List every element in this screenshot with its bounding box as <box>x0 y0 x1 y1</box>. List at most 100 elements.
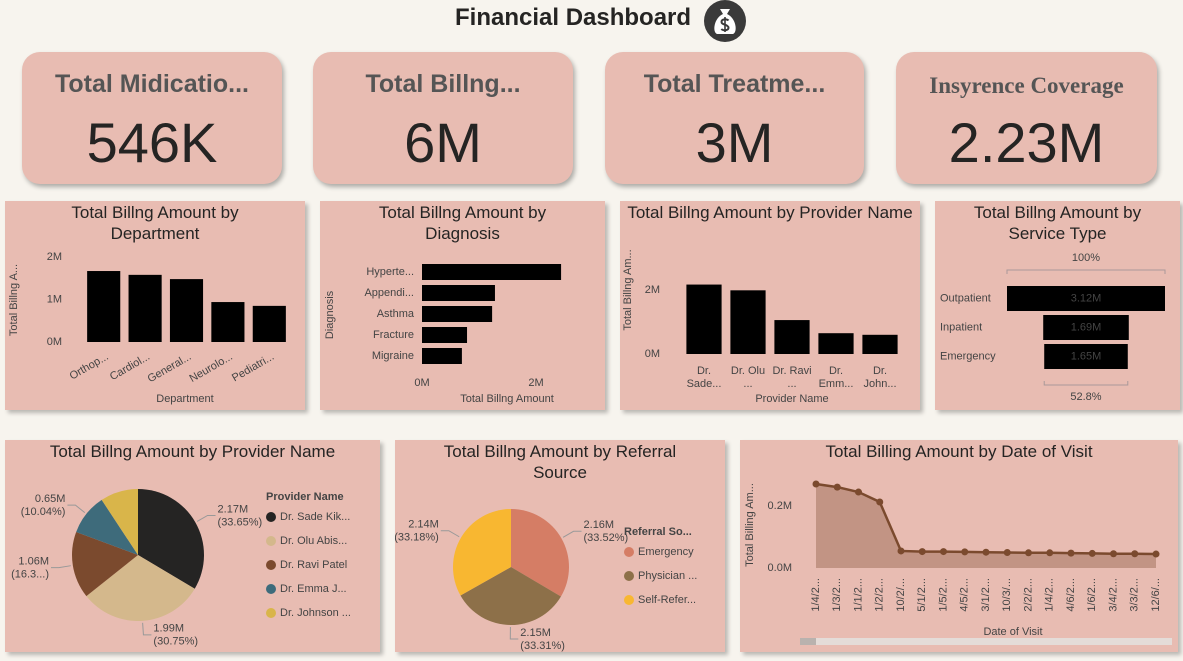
x-tick-label: 1/6/2... <box>1086 578 1098 612</box>
kpi-value: 6M <box>404 111 482 174</box>
bar <box>422 327 468 343</box>
value-label: 2.14M <box>408 519 439 531</box>
x-tick-label: 10/2/... <box>895 578 907 612</box>
chart-title: Total Billng Amount by Referral Source <box>443 442 677 482</box>
kpi-card: Total Treatme... 3M <box>605 52 864 184</box>
chart-title: Total Billng Amount by Diagnosis <box>378 203 547 243</box>
value-label: 2.17M <box>218 503 249 515</box>
chart-title: Total Billng Amount by Department <box>71 203 239 243</box>
funnel-bar <box>1007 286 1165 311</box>
bar <box>774 320 810 354</box>
percent-label: (33.52%) <box>584 532 629 544</box>
bar <box>87 271 121 342</box>
point <box>812 480 820 488</box>
value-label: 3.12M <box>1071 292 1102 304</box>
x-tick-label: 2M <box>528 377 543 389</box>
percent-label: (33.18%) <box>395 532 439 544</box>
x-tick-label: 12/6/... <box>1150 578 1162 612</box>
scrollbar[interactable] <box>800 638 1172 645</box>
funnel-bar <box>1044 344 1128 369</box>
legend-label: Self-Refer... <box>638 594 696 606</box>
x-tick-label: 3/4/2... <box>1107 578 1119 612</box>
legend-swatch <box>266 560 276 570</box>
bar <box>422 264 562 280</box>
value-label: 2.15M <box>520 627 551 639</box>
pie-slice <box>86 555 195 621</box>
y-tick-label: Hyperte... <box>366 266 414 278</box>
area <box>816 483 1156 568</box>
x-axis-title: Department <box>156 393 213 405</box>
kpi-label: Insyrence Coverage <box>929 73 1124 98</box>
x-tick-label: 1/3/2... <box>831 578 843 612</box>
pie-slice <box>460 567 561 625</box>
chart-panel: 0M 2M Provider Name Total Billng Am... Tota… <box>620 201 920 410</box>
legend-swatch <box>266 512 276 522</box>
bar <box>422 306 493 322</box>
value-label: 1.06M <box>18 555 49 567</box>
percent-label: (33.65%) <box>218 516 263 528</box>
point <box>918 548 926 556</box>
value-label: 0.65M <box>35 493 66 505</box>
kpi-label: Total Midicatio... <box>55 70 249 98</box>
legend-swatch <box>624 595 634 605</box>
funnel-top-label: 100% <box>1072 252 1100 264</box>
funnel-bottom-label: 52.8% <box>1070 391 1101 403</box>
value-label: 1.69M <box>1071 321 1102 333</box>
category-label: Outpatient <box>940 292 991 304</box>
kpi-label: Total Billng... <box>365 70 521 98</box>
chart-title: Total Billng Amount by Service Type <box>973 203 1142 243</box>
point <box>1088 549 1096 557</box>
chart-title: Total Billng Amount by Provider Name <box>49 442 336 461</box>
chart: 2.16M(33.52%) 2.15M(33.31%) 2.14M(33.18%) R… <box>395 509 697 652</box>
y-axis-title: Total Billng A... <box>8 264 20 336</box>
legend-label: Dr. Sade Kik... <box>280 511 350 523</box>
scrollbar-handle[interactable] <box>800 638 816 645</box>
y-tick-label: Asthma <box>377 308 415 320</box>
kpi-value: 546K <box>86 111 218 174</box>
legend-swatch <box>266 584 276 594</box>
x-tick-label: 3/3/2... <box>1129 578 1141 612</box>
x-axis-title: Date of Visit <box>983 626 1042 638</box>
funnel-bar <box>1043 315 1129 340</box>
x-tick-label: Neurolo... <box>188 351 235 385</box>
leader-line <box>562 530 582 538</box>
kpi-card: Insyrence Coverage 2.23M <box>896 52 1157 184</box>
bar <box>686 284 722 354</box>
y-axis-title: Total Billng Am... <box>622 249 634 330</box>
y-tick-label: 0M <box>645 348 660 360</box>
point <box>1131 550 1139 558</box>
leader-line <box>196 514 216 522</box>
point <box>1067 549 1075 557</box>
x-axis-title: Provider Name <box>755 393 828 405</box>
pie-slice <box>72 531 138 597</box>
x-tick-label: 1/2/2... <box>874 578 886 612</box>
y-axis-title: Diagnosis <box>324 290 336 339</box>
leader-line <box>440 530 460 538</box>
point <box>940 548 947 556</box>
point <box>1152 550 1160 558</box>
x-tick-label: 5/1/2... <box>916 578 928 612</box>
percent-label: (30.75%) <box>153 636 198 648</box>
x-tick-label: 1/4/2... <box>810 578 822 612</box>
y-tick-label: 2M <box>47 251 62 263</box>
chart-panel: 0M 1M 2M Orthop... Cardiol... General... Neuro… <box>5 201 305 410</box>
percent-label: (33.31%) <box>520 640 565 652</box>
dashboard-title: Financial Dashboard <box>455 4 692 31</box>
chart-panel: 2.16M (33.52%) 2.15M (33.31%) 2.14M (33.18%) R… <box>395 440 725 652</box>
y-tick-label: 0M <box>47 336 62 348</box>
y-axis-title: Total Billing Am... <box>744 483 756 567</box>
x-tick-label: General... <box>146 351 194 386</box>
money-icon <box>704 0 746 42</box>
legend-label: Dr. Johnson ... <box>280 607 351 619</box>
kpi-value: 2.23M <box>948 111 1105 174</box>
chart-panel: 100% Outpatient 3.12M Inpatient 1.69M Emergen… <box>935 201 1180 410</box>
chart-title: Total Billng Amount by Provider Name <box>627 203 913 222</box>
x-tick-label: Orthop... <box>68 351 111 383</box>
chart-panel: 0M 2M Hyperte... Appendi... Asthma Fracture Mi… <box>320 201 605 410</box>
bar <box>422 348 462 364</box>
pie-slice <box>76 499 138 555</box>
leader-line <box>509 626 519 640</box>
y-tick-label: Fracture <box>373 329 414 341</box>
leader-line <box>67 504 86 514</box>
bar <box>169 279 204 342</box>
